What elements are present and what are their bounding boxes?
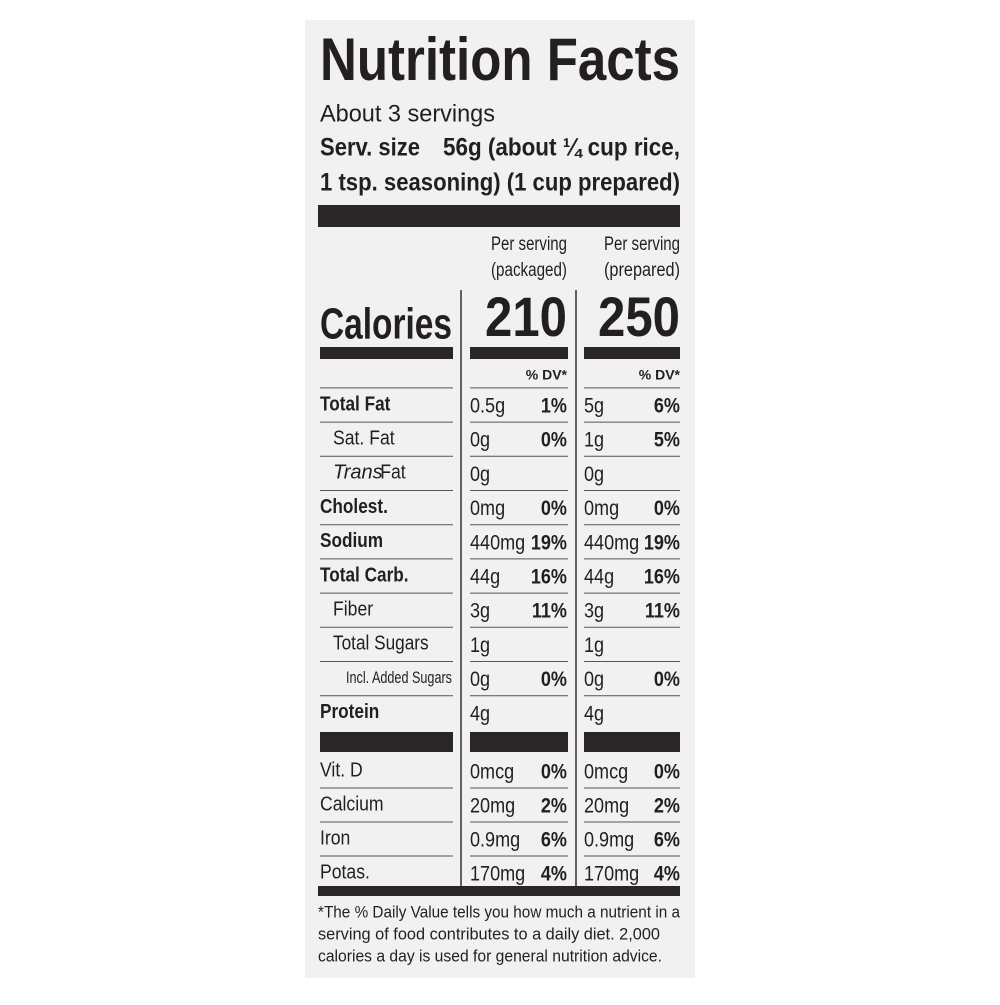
daily-value: 6% <box>541 829 567 852</box>
amount: 0g <box>470 429 490 452</box>
dv-header: % DV* <box>526 367 568 383</box>
amount: 0g <box>470 668 490 691</box>
nutrient-name: Cholest. <box>320 496 388 518</box>
title: Nutrition Facts <box>320 26 680 93</box>
amount: 0.9mg <box>470 829 520 852</box>
daily-value: 16% <box>644 566 680 589</box>
thick-bar <box>584 732 680 752</box>
nutrient-name: Potas. <box>320 861 370 883</box>
nutrient-name: Iron <box>320 827 350 849</box>
daily-value: 5% <box>654 429 680 452</box>
amount: 0mcg <box>470 761 514 784</box>
calories-value: 210 <box>485 285 567 348</box>
daily-value: 1% <box>541 395 567 418</box>
daily-value: 0% <box>541 761 567 784</box>
nutrient-name: Sat. Fat <box>333 427 395 449</box>
daily-value: 0% <box>541 429 567 452</box>
amount: 0g <box>470 463 490 486</box>
daily-value: 11% <box>645 600 680 623</box>
nutrient-name: Calcium <box>320 793 384 815</box>
daily-value: 0% <box>654 668 680 691</box>
daily-value: 0% <box>654 761 680 784</box>
amount: 44g <box>470 566 500 589</box>
column-header: (prepared) <box>604 260 680 281</box>
label-panel <box>305 20 695 978</box>
nutrient-name: Incl. Added Sugars <box>346 668 452 687</box>
amount: 170mg <box>470 863 525 886</box>
amount: 5g <box>584 395 604 418</box>
daily-value: 2% <box>654 795 680 818</box>
nutrient-name: Protein <box>320 701 379 723</box>
serving-size: 56g (about ¼ cup rice, <box>443 134 680 162</box>
footnote: *The % Daily Value tells you how much a … <box>318 902 680 921</box>
amount: 0g <box>584 668 604 691</box>
amount: 3g <box>470 600 490 623</box>
amount: 440mg <box>584 531 639 554</box>
nutrient-name: Trans <box>333 462 383 484</box>
amount: 4g <box>584 702 604 725</box>
nutrient-name: Fat <box>380 462 406 484</box>
thick-bar <box>318 205 680 227</box>
daily-value: 6% <box>654 395 680 418</box>
amount: 0.9mg <box>584 829 634 852</box>
column-header: Per serving <box>604 234 680 255</box>
nutrient-name: Total Sugars <box>333 633 429 655</box>
serving-size-label: Serv. size <box>320 134 420 162</box>
footnote: serving of food contributes to a daily d… <box>318 924 660 943</box>
amount: 1g <box>470 634 490 657</box>
amount: 3g <box>584 600 604 623</box>
amount: 0mg <box>470 497 505 520</box>
daily-value: 2% <box>541 795 567 818</box>
nutrient-name: Vit. D <box>320 759 363 781</box>
daily-value: 19% <box>644 531 680 554</box>
amount: 170mg <box>584 863 639 886</box>
daily-value: 19% <box>531 531 567 554</box>
daily-value: 4% <box>541 863 567 886</box>
nutrient-name: Fiber <box>333 598 373 620</box>
amount: 440mg <box>470 531 525 554</box>
nutrient-name: Total Fat <box>320 393 391 415</box>
thick-bar <box>318 886 680 896</box>
servings: About 3 servings <box>320 100 495 127</box>
amount: 20mg <box>584 795 629 818</box>
column-header: (packaged) <box>491 260 567 281</box>
thick-bar <box>470 347 568 359</box>
daily-value: 0% <box>541 668 567 691</box>
amount: 0g <box>584 463 604 486</box>
thick-bar <box>470 732 568 752</box>
daily-value: 4% <box>654 863 680 886</box>
thick-bar <box>320 347 453 359</box>
amount: 4g <box>470 702 490 725</box>
thick-bar <box>584 347 680 359</box>
serving-size: 1 tsp. seasoning) (1 cup prepared) <box>320 169 680 197</box>
daily-value: 0% <box>541 497 567 520</box>
amount: 1g <box>584 634 604 657</box>
daily-value: 16% <box>531 566 567 589</box>
amount: 0.5g <box>470 395 505 418</box>
dv-header: % DV* <box>639 367 681 383</box>
amount: 44g <box>584 566 614 589</box>
nutrient-name: Total Carb. <box>320 564 409 586</box>
thick-bar <box>320 732 453 752</box>
daily-value: 11% <box>532 600 567 623</box>
amount: 1g <box>584 429 604 452</box>
amount: 0mg <box>584 497 619 520</box>
daily-value: 6% <box>654 829 680 852</box>
nutrient-name: Sodium <box>320 530 383 552</box>
calories-value: 250 <box>598 285 680 348</box>
calories-label: Calories <box>320 300 452 349</box>
footnote: calories a day is used for general nutri… <box>318 946 662 965</box>
amount: 20mg <box>470 795 515 818</box>
daily-value: 0% <box>654 497 680 520</box>
amount: 0mcg <box>584 761 628 784</box>
column-header: Per serving <box>491 234 567 255</box>
